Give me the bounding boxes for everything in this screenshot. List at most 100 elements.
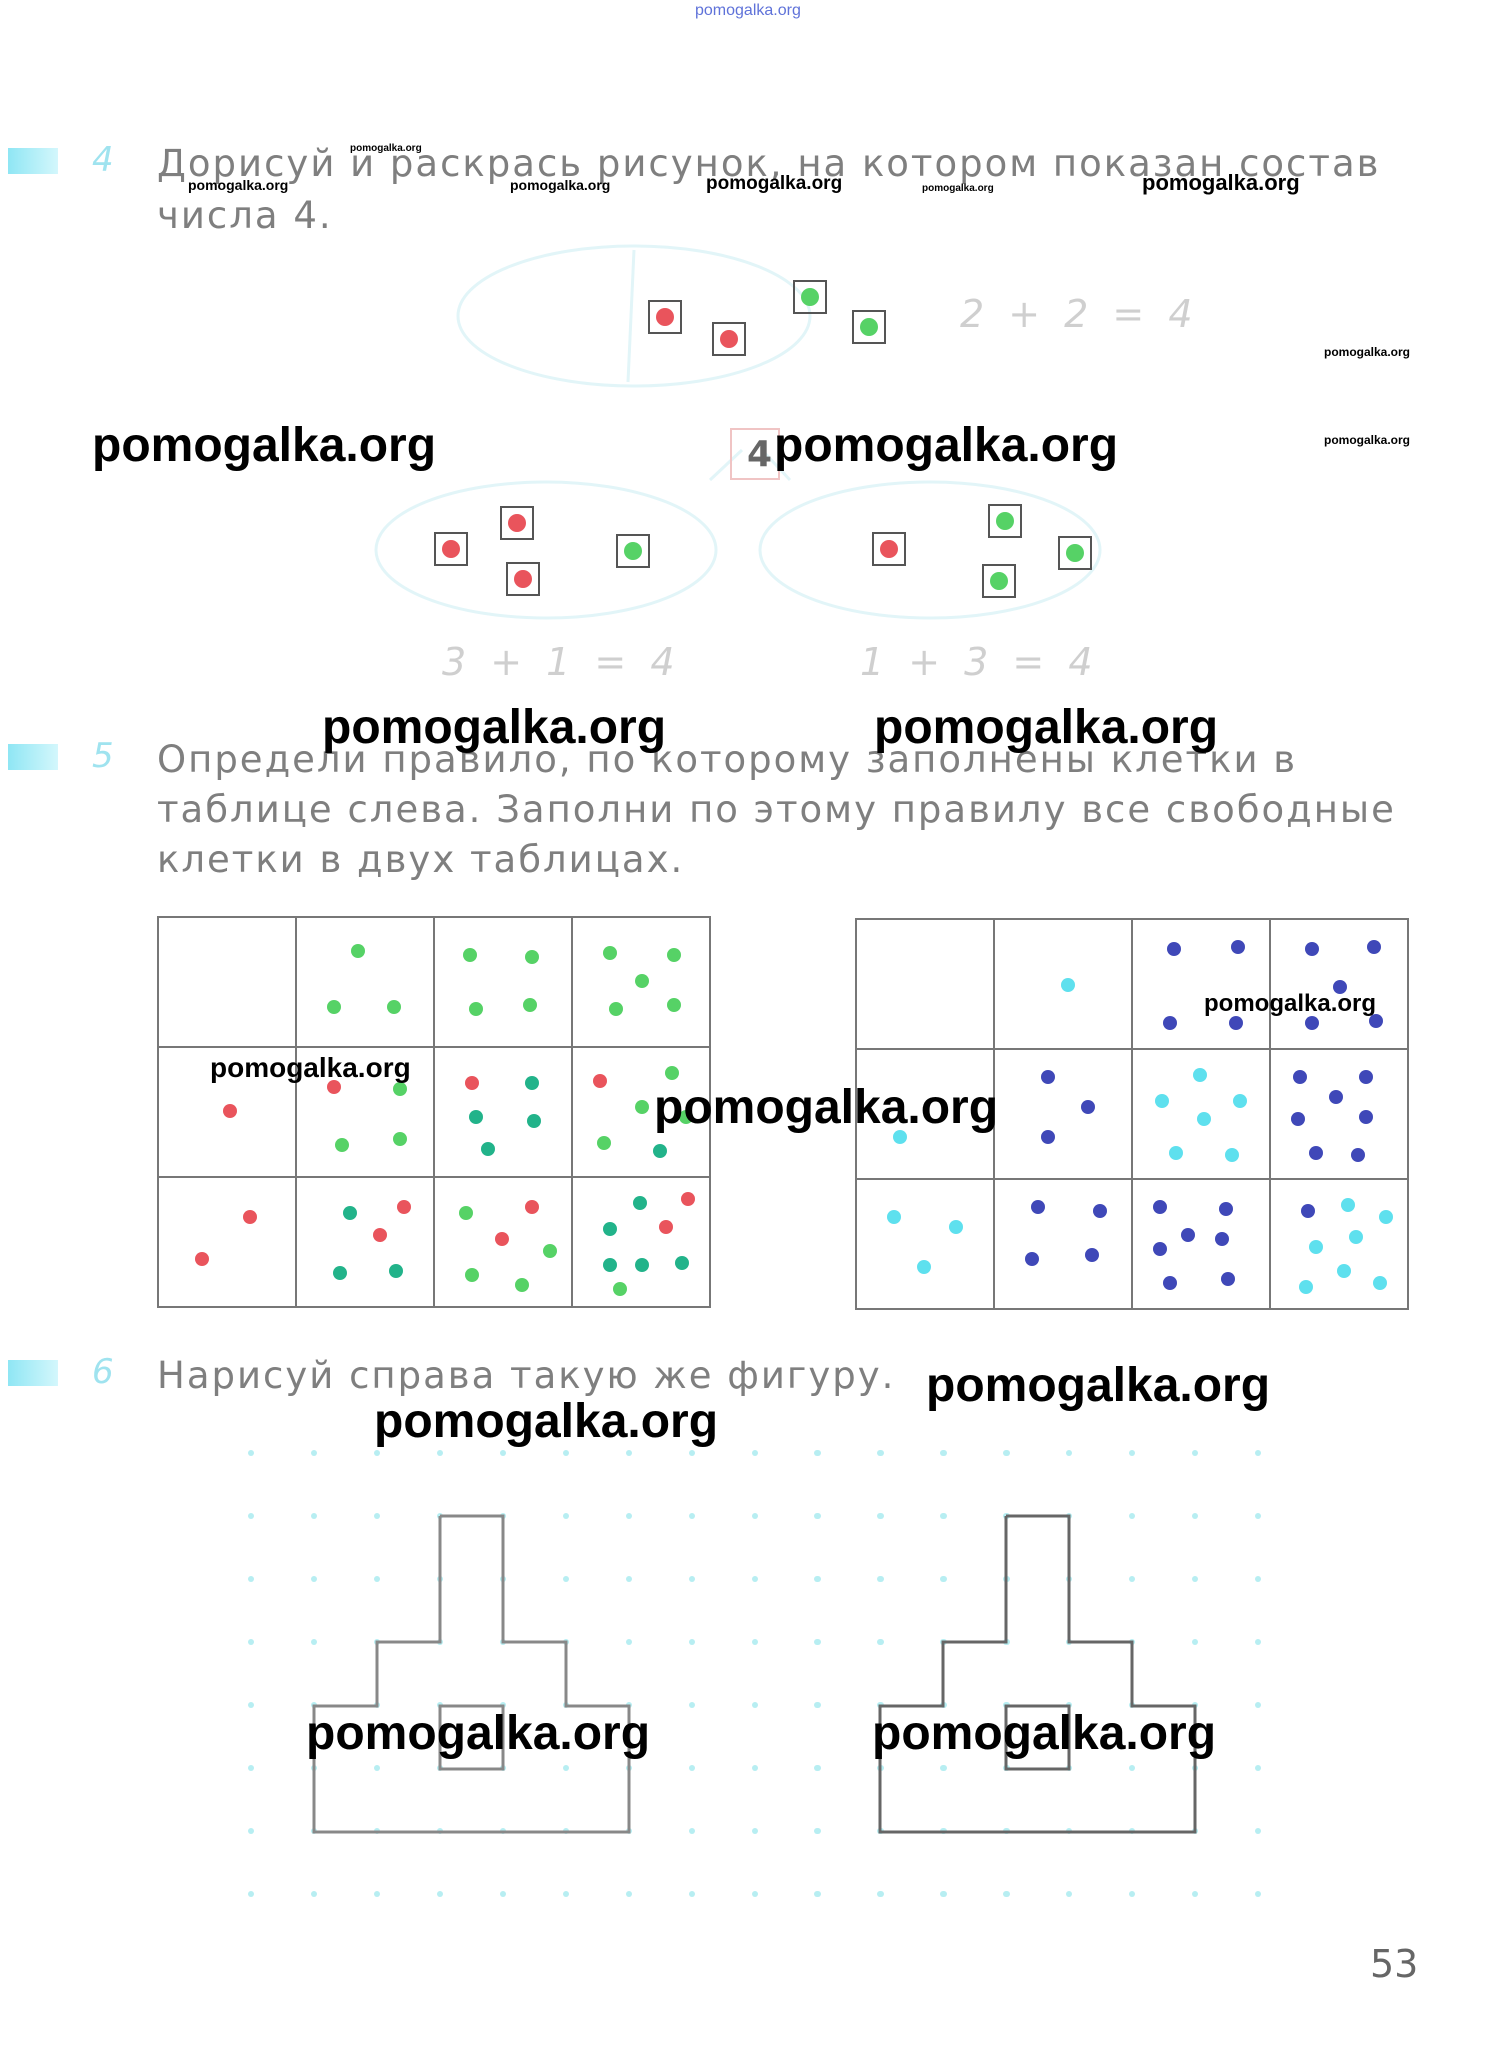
watermark: pomogalka.org xyxy=(872,1707,1217,1760)
grid-dot xyxy=(563,1891,569,1897)
grid-dot xyxy=(689,1702,695,1708)
table-cell xyxy=(855,918,995,1050)
grid-dot xyxy=(752,1576,758,1582)
grid-dot xyxy=(689,1765,695,1771)
grid-dot xyxy=(437,1450,443,1456)
left-table xyxy=(157,916,711,1308)
grid-dot xyxy=(311,1450,317,1456)
grid-dot xyxy=(752,1891,758,1897)
watermark: pomogalka.org xyxy=(188,177,289,193)
task-text-line: Нарисуй справа такую же фигуру. xyxy=(157,1354,896,1397)
grid-dot xyxy=(752,1765,758,1771)
grid-dot xyxy=(563,1513,569,1519)
grid-dot xyxy=(374,1765,380,1771)
watermark: pomogalka.org xyxy=(654,1081,999,1134)
grid-dot xyxy=(374,1450,380,1456)
table-cell xyxy=(571,916,711,1048)
grid-dot xyxy=(689,1639,695,1645)
grid-dot xyxy=(815,1765,821,1771)
grid-dot xyxy=(1192,1576,1198,1582)
grid-dot xyxy=(1192,1513,1198,1519)
watermark: pomogalka.org xyxy=(350,143,422,154)
equation: 3 + 1 = 4 xyxy=(442,640,681,684)
table-cell xyxy=(295,916,435,1048)
grid-dot xyxy=(752,1450,758,1456)
watermark: pomogalka.org xyxy=(1204,990,1377,1017)
green-square xyxy=(852,310,886,344)
grid-dot xyxy=(311,1639,317,1645)
watermark: pomogalka.org xyxy=(374,1395,719,1448)
red-square xyxy=(712,322,746,356)
table-cell xyxy=(433,1046,573,1178)
red-square xyxy=(648,300,682,334)
watermark: pomogalka.org xyxy=(510,177,611,193)
grid-dot xyxy=(1129,1765,1135,1771)
grid-dot xyxy=(815,1702,821,1708)
table-cell xyxy=(571,1046,711,1178)
grid-dot xyxy=(248,1450,254,1456)
grid-dot xyxy=(626,1576,632,1582)
table-cell xyxy=(433,916,573,1048)
grid-dot xyxy=(689,1891,695,1897)
grid-dot xyxy=(1004,1891,1010,1897)
grid-dot xyxy=(1255,1450,1261,1456)
watermark: pomogalka.org xyxy=(1324,345,1411,359)
grid-dot xyxy=(752,1828,758,1834)
table-cell xyxy=(1269,1048,1409,1180)
table-cell xyxy=(1131,918,1271,1050)
table-cell xyxy=(1131,1048,1271,1180)
grid-dot xyxy=(815,1450,821,1456)
task-number: 6 xyxy=(92,1352,114,1392)
grid-dot xyxy=(437,1891,443,1897)
dot-grid xyxy=(248,1450,1261,1897)
grid-dot xyxy=(626,1513,632,1519)
green-square xyxy=(793,280,827,314)
grid-dot xyxy=(1066,1891,1072,1897)
red-square xyxy=(500,506,534,540)
grid-dot xyxy=(1129,1513,1135,1519)
grid-dot xyxy=(1129,1450,1135,1456)
table-cell xyxy=(855,1048,995,1180)
grid-dot xyxy=(1255,1702,1261,1708)
grid-dot xyxy=(1255,1513,1261,1519)
page-number: 53 xyxy=(1370,1942,1419,1986)
watermark: pomogalka.org xyxy=(210,1052,411,1083)
table-cell xyxy=(1269,1178,1409,1310)
grid-dot xyxy=(248,1702,254,1708)
watermark: pomogalka.org xyxy=(774,419,1119,472)
watermark: pomogalka.org xyxy=(706,173,843,194)
red-square xyxy=(872,532,906,566)
grid-dot xyxy=(500,1891,506,1897)
grid-dot xyxy=(1192,1891,1198,1897)
table-cell xyxy=(1131,1178,1271,1310)
grid-dot xyxy=(626,1891,632,1897)
watermark: pomogalka.org xyxy=(926,1359,1271,1412)
task-text-line: Определи правило, по которому заполнены … xyxy=(157,738,1298,781)
grid-dot xyxy=(689,1576,695,1582)
grid-dot xyxy=(752,1702,758,1708)
grid-dot xyxy=(941,1450,947,1456)
grid-dot xyxy=(941,1891,947,1897)
grid-dot xyxy=(248,1513,254,1519)
task-number: 5 xyxy=(92,736,114,776)
left-figure-inner xyxy=(438,1704,505,1771)
watermark: pomogalka.org xyxy=(306,1707,651,1760)
table-cell xyxy=(157,1176,297,1308)
green-square xyxy=(988,504,1022,538)
left-figure xyxy=(312,1514,631,1834)
grid-dot xyxy=(878,1639,884,1645)
watermark: pomogalka.org xyxy=(874,701,1219,754)
grid-dot xyxy=(1255,1891,1261,1897)
task-number: 4 xyxy=(92,140,114,180)
grid-dot xyxy=(500,1450,506,1456)
table-cell xyxy=(433,1176,573,1308)
grid-dot xyxy=(248,1639,254,1645)
grid-dot xyxy=(815,1513,821,1519)
grid-dot xyxy=(1129,1891,1135,1897)
grid-dot xyxy=(248,1828,254,1834)
green-square xyxy=(982,564,1016,598)
grid-dot xyxy=(374,1891,380,1897)
grid-dot xyxy=(374,1576,380,1582)
grid-dot xyxy=(626,1639,632,1645)
table-cell xyxy=(855,1178,995,1310)
